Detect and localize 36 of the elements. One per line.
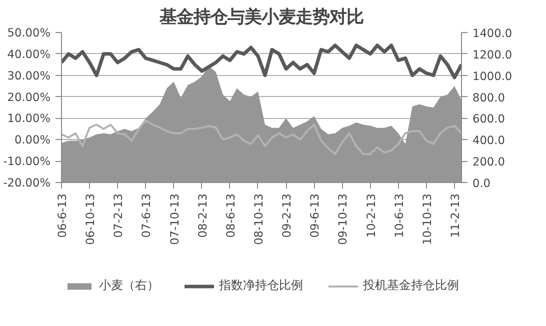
x-tick-label: 10-6-13 bbox=[392, 193, 406, 238]
y2-tick-label: 1400.0 bbox=[472, 26, 512, 40]
legend-label: 投机基金持仓比例 bbox=[363, 277, 459, 294]
x-tick-label: 10-10-13 bbox=[420, 193, 434, 245]
y-tick-label: 40.00% bbox=[7, 46, 51, 61]
y-tick-label: -20.00% bbox=[3, 176, 51, 190]
y2-tick-label: 1000.0 bbox=[472, 68, 512, 83]
legend-label: 小麦（右） bbox=[99, 277, 159, 294]
y2-tick-label: 800.0 bbox=[472, 90, 505, 104]
chart-title: 基金持仓与美小麦走势对比 bbox=[158, 6, 364, 28]
legend-label: 指数净持仓比例 bbox=[219, 277, 303, 294]
x-tick-label: 07-6-13 bbox=[139, 193, 154, 238]
x-tick-label: 08-10-13 bbox=[251, 193, 266, 245]
y-tick-label: 20.00% bbox=[7, 90, 51, 104]
line-series bbox=[62, 44, 462, 80]
x-tick-label: 06-10-13 bbox=[83, 193, 98, 245]
y2-tick-label: 200.0 bbox=[472, 154, 505, 169]
x-tick-label: 08-2-13 bbox=[195, 193, 210, 238]
y-tick-label: 10.00% bbox=[7, 111, 51, 126]
x-tick-label: 09-6-13 bbox=[308, 193, 322, 238]
y2-tick-label: 400.0 bbox=[472, 133, 505, 148]
x-tick-label: 11-2-13 bbox=[448, 193, 462, 238]
y2-tick-label: 600.0 bbox=[472, 112, 505, 126]
x-tick-label: 07-2-13 bbox=[111, 193, 126, 238]
y2-tick-label: 1200.0 bbox=[472, 47, 512, 62]
x-tick-label: 10-2-13 bbox=[364, 193, 378, 238]
y-tick-label: -10.00% bbox=[3, 154, 51, 168]
x-tick-label: 06-6-13 bbox=[55, 193, 69, 238]
y-tick-label: 50.00% bbox=[7, 26, 51, 40]
x-tick-label: 09-10-13 bbox=[336, 193, 350, 245]
y-tick-label: 30.00% bbox=[7, 68, 51, 82]
x-tick-label: 09-2-13 bbox=[280, 193, 294, 238]
y2-tick-label: 0.0 bbox=[472, 176, 491, 190]
x-tick-label: 08-6-13 bbox=[223, 193, 238, 238]
x-tick-label: 07-10-13 bbox=[167, 193, 182, 245]
y-tick-label: 0.00% bbox=[14, 132, 51, 147]
